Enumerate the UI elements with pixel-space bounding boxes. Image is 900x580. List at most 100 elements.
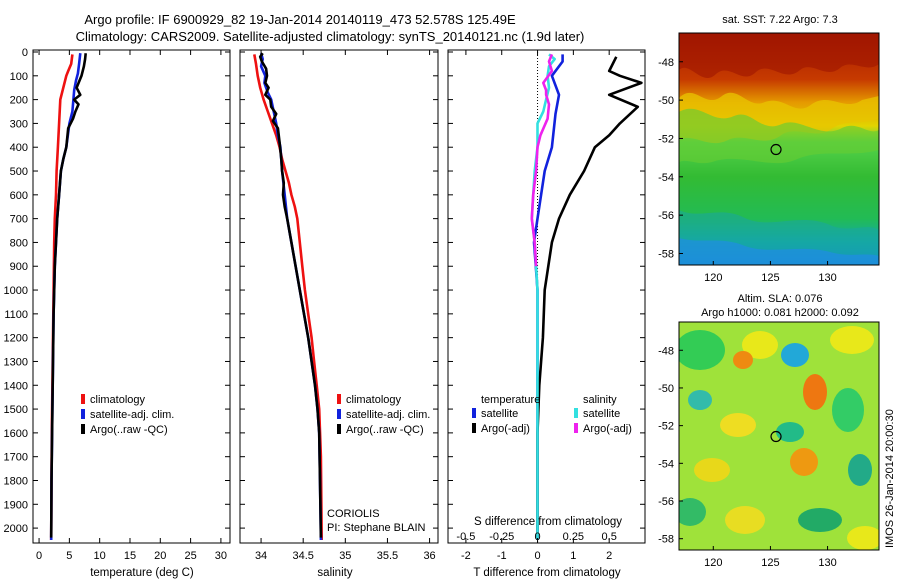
map-x-tick-label: 130	[818, 557, 836, 569]
x-tick-label: 5	[66, 550, 72, 562]
legend-label-s-satellite: satellite	[583, 408, 620, 420]
salinity-x-label: salinity	[317, 567, 352, 579]
sst-map-frame	[678, 32, 880, 266]
legend-swatch-argo	[337, 424, 341, 434]
map-y-tick-label: -50	[658, 383, 674, 395]
legend-label-satellite: satellite-adj. clim.	[90, 409, 174, 421]
header-title-line2: Climatology: CARS2009. Satellite-adjuste…	[76, 29, 585, 44]
salinity-panel: 34 34.5 35 35.5 36 salinity climatology sate…	[239, 49, 439, 579]
sla-map: Altim. SLA: 0.076 Argo h1000: 0.081 h200…	[658, 293, 880, 569]
legend-title-salinity: salinity	[583, 394, 617, 406]
sla-map-frame	[678, 321, 880, 551]
series-line-satellite-adj-clim-	[49, 53, 82, 541]
depth-y-ticks: 0 100 200 300 400 500 600 700 800 900 1000 1100 1200…	[4, 47, 645, 535]
sla-blob	[688, 390, 712, 410]
argo-location-marker	[770, 143, 782, 156]
x-tick-label: 2	[606, 550, 612, 562]
s-tick-label: 0	[534, 531, 540, 543]
sst-map: sat. SST: 7.22 Argo: 7.3 120 125 130 -48 -5…	[658, 14, 880, 284]
legend-swatch-t-argo	[472, 423, 476, 433]
sla-blob	[720, 413, 756, 437]
series-line-argo-raw-qc-	[258, 52, 323, 538]
x-tick-label: 34.5	[292, 550, 313, 562]
difference-t-label: T difference from climatology	[473, 567, 620, 579]
map-y-tick-label: -50	[658, 95, 674, 107]
legend-swatch-satellite	[337, 409, 341, 419]
temperature-series	[49, 53, 87, 541]
sla-blob	[776, 422, 804, 442]
y-tick-label: 100	[10, 71, 28, 83]
y-tick-label: 2000	[4, 523, 28, 535]
y-tick-label: 1200	[4, 333, 28, 345]
sla-blob	[694, 458, 730, 482]
x-tick-label: 20	[154, 550, 166, 562]
map-x-tick-label: 125	[761, 557, 779, 569]
legend-swatch-climatology	[81, 394, 85, 404]
series-line-climatology	[253, 54, 323, 541]
temperature-x-label: temperature (deg C)	[90, 567, 194, 579]
map-y-tick-label: -56	[658, 210, 674, 222]
annotation-pi: PI: Stephane BLAIN	[327, 522, 426, 534]
legend-swatch-s-satellite	[574, 408, 578, 418]
s-tick-label: -0.5	[456, 531, 475, 543]
y-tick-label: 200	[10, 95, 28, 107]
y-tick-label: 900	[10, 261, 28, 273]
legend-label-argo: Argo(..raw -QC)	[90, 424, 168, 436]
sst-heatmap-field	[679, 33, 879, 265]
map-x-tick-label: 125	[761, 272, 779, 284]
sla-map-title-line1: Altim. SLA: 0.076	[738, 293, 823, 305]
x-tick-label: 35	[339, 550, 351, 562]
sst-y-ticks: -48 -50 -52 -54 -56 -58	[658, 57, 683, 260]
difference-x-ticks: -2 -1 0 1 2	[461, 50, 612, 562]
x-tick-label: 0	[534, 550, 540, 562]
legend-label-argo: Argo(..raw -QC)	[346, 424, 424, 436]
salinity-difference-ticks: -0.5 -0.25 0 0.25 0.5	[456, 531, 616, 543]
y-tick-label: 1500	[4, 404, 28, 416]
legend-title-temperature: temperature	[481, 394, 540, 406]
sla-heatmap-field	[679, 322, 879, 550]
map-y-tick-label: -54	[658, 458, 674, 470]
y-tick-label: 300	[10, 118, 28, 130]
s-tick-label: 0.5	[602, 531, 617, 543]
legend-swatch-s-argo	[574, 423, 578, 433]
sla-blob	[798, 508, 842, 532]
x-tick-label: 0	[36, 550, 42, 562]
x-tick-label: 30	[215, 550, 227, 562]
map-x-tick-label: 120	[704, 272, 722, 284]
series-line-argo-raw-qc-	[49, 53, 87, 538]
x-tick-label: -1	[497, 550, 507, 562]
sst-x-ticks: 120 125 130	[704, 261, 837, 284]
legend-swatch-climatology	[337, 394, 341, 404]
legend-label-s-argo: Argo(-adj)	[583, 423, 632, 435]
map-y-tick-label: -48	[658, 57, 674, 69]
legend-swatch-satellite	[81, 409, 85, 419]
sst-mixing-band	[679, 108, 879, 164]
difference-legend: temperature salinity satellite Argo(-adj…	[472, 394, 632, 435]
y-tick-label: 1100	[4, 309, 28, 321]
map-y-tick-label: -58	[658, 534, 674, 546]
sla-y-ticks: -48 -50 -52 -54 -56 -58	[658, 345, 683, 546]
x-tick-label: 1	[570, 550, 576, 562]
y-tick-label: 1000	[4, 285, 28, 297]
map-y-tick-label: -48	[658, 345, 674, 357]
y-tick-label: 500	[10, 166, 28, 178]
sla-blob	[679, 498, 706, 526]
sla-blob	[733, 351, 753, 369]
x-tick-label: 36	[423, 550, 435, 562]
map-y-tick-label: -54	[658, 172, 674, 184]
s-tick-label: -0.25	[489, 531, 514, 543]
sla-blob	[790, 448, 818, 476]
annotation-coriolis: CORIOLIS	[327, 508, 380, 520]
sla-blob	[830, 326, 874, 354]
series-line-satellite-adj-clim-	[259, 52, 323, 541]
sla-blob	[847, 526, 879, 550]
y-tick-label: 1700	[4, 452, 28, 464]
map-y-tick-label: -52	[658, 421, 674, 433]
x-tick-label: 35.5	[377, 550, 398, 562]
salinity-axes-frame	[239, 49, 439, 544]
sla-blob	[848, 454, 872, 486]
sla-blob	[725, 506, 765, 534]
legend-label-climatology: climatology	[90, 394, 146, 406]
argo-location-marker	[770, 430, 782, 443]
